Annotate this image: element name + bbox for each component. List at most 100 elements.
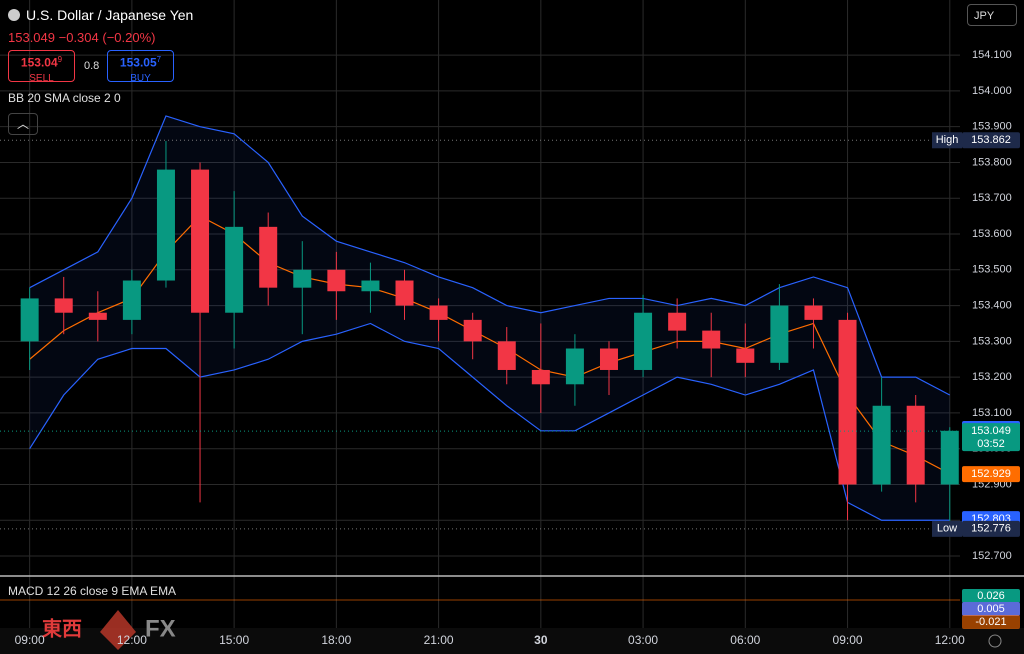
candle-body [634, 312, 653, 370]
candle-body [88, 312, 107, 320]
macd-value: 0.005 [977, 603, 1005, 615]
candle-body [804, 305, 823, 320]
buy-price: 153.05 [119, 55, 157, 70]
settings-icon[interactable] [988, 634, 1002, 648]
price-line: 153.049 −0.304 (−0.20%) [8, 30, 155, 45]
y-tick-label: 153.700 [972, 192, 1012, 204]
y-tick-label: 154.100 [972, 49, 1012, 61]
sell-button[interactable]: 153.049 SELL [8, 50, 75, 84]
price-tag-label-bg [932, 132, 962, 149]
collapse-button[interactable]: ︿ [8, 113, 38, 135]
sell-price: 153.04 [20, 55, 58, 70]
y-tick-label: 153.900 [972, 121, 1012, 133]
candle-body [940, 430, 959, 485]
price-tag-value: 153.862 [971, 134, 1011, 146]
candle-body [736, 348, 755, 363]
x-tick-label: 09:00 [833, 633, 863, 647]
candle-body [463, 319, 482, 342]
x-tick-label: 12:00 [117, 633, 147, 647]
y-tick-label: 153.400 [972, 299, 1012, 311]
y-tick-label: 152.700 [972, 550, 1012, 562]
flag-icon [8, 9, 20, 21]
band-basis [29, 215, 951, 475]
time-axis-bg [0, 628, 1024, 654]
x-tick-label: 03:00 [628, 633, 658, 647]
x-tick-label: 09:00 [15, 633, 45, 647]
watermark-cn: 東西 [42, 617, 82, 640]
watermark-fx: FX [145, 615, 176, 642]
macd-tag [962, 602, 1020, 616]
x-tick-label: 18:00 [321, 633, 351, 647]
candle-body [565, 348, 584, 385]
x-tick-label: 06:00 [730, 633, 760, 647]
candle-body [122, 280, 141, 320]
price-tag [962, 466, 1020, 483]
currency-select[interactable]: JPY [967, 4, 1017, 26]
candle-body [54, 298, 73, 313]
candle-body [191, 169, 210, 313]
price-tag-value: 153.049 [971, 425, 1011, 437]
last-price: 153.049 [8, 30, 55, 45]
buy-button[interactable]: 153.057 BUY [107, 50, 174, 84]
candle-body [599, 348, 618, 370]
candle-body [497, 341, 516, 370]
candle-body [361, 280, 380, 292]
price-change: −0.304 (−0.20%) [58, 30, 156, 45]
candle-body [770, 305, 789, 363]
candle-body [702, 330, 721, 349]
price-tag-sub: 03:52 [977, 438, 1005, 450]
band-upper [29, 115, 951, 396]
candle-body [668, 312, 687, 331]
y-tick-label: 153.500 [972, 264, 1012, 276]
candle-body [395, 280, 414, 306]
y-tick-label: 154.000 [972, 85, 1012, 97]
x-tick-label: 21:00 [424, 633, 454, 647]
indicator-label: BB 20 SMA close 2 0 [8, 91, 121, 105]
spread: 0.8 [84, 60, 100, 72]
candle-body [20, 298, 39, 342]
buy-label: BUY [130, 72, 151, 84]
price-tag-value: 152.929 [971, 468, 1011, 480]
currency: JPY [974, 10, 995, 22]
candle-body [429, 305, 448, 320]
price-tag [962, 520, 1020, 537]
candle-body [531, 369, 550, 385]
price-tag-label: High [936, 134, 959, 146]
sell-pip: 9 [57, 55, 63, 64]
y-tick-label: 153.200 [972, 371, 1012, 383]
macd-tag [962, 615, 1020, 629]
price-tag [962, 423, 1020, 452]
x-tick-label: 12:00 [935, 633, 965, 647]
x-tick-label: 30 [534, 633, 548, 647]
candle-body [906, 405, 925, 485]
price-tag [962, 132, 1020, 149]
y-tick-label: 153.600 [972, 228, 1012, 240]
symbol-title: U.S. Dollar / Japanese Yen [8, 7, 193, 23]
macd-tag [962, 589, 1020, 603]
macd-value: -0.021 [975, 616, 1006, 628]
x-tick-label: 15:00 [219, 633, 249, 647]
y-tick-label: 153.300 [972, 335, 1012, 347]
candle-body [259, 226, 278, 288]
title: U.S. Dollar / Japanese Yen [26, 7, 194, 23]
candle-body [293, 269, 312, 288]
band-fill [29, 115, 950, 521]
candle-body [838, 319, 857, 485]
candle-body [872, 405, 891, 485]
macd-value: 0.026 [977, 590, 1005, 602]
macd-label: MACD 12 26 close 9 EMA EMA [8, 584, 176, 598]
candle-body [225, 226, 244, 313]
candle-body [327, 269, 346, 292]
buy-pip: 7 [156, 55, 162, 64]
watermark-icon [100, 610, 136, 650]
band-lower [29, 322, 950, 521]
y-tick-label: 153.100 [972, 407, 1012, 419]
price-tag-label: Low [937, 523, 957, 535]
price-tag-value: 152.776 [971, 523, 1011, 535]
price-tag-label-bg [932, 520, 962, 537]
sell-label: SELL [29, 72, 54, 84]
y-tick-label: 153.800 [972, 156, 1012, 168]
candle-body [156, 169, 175, 281]
